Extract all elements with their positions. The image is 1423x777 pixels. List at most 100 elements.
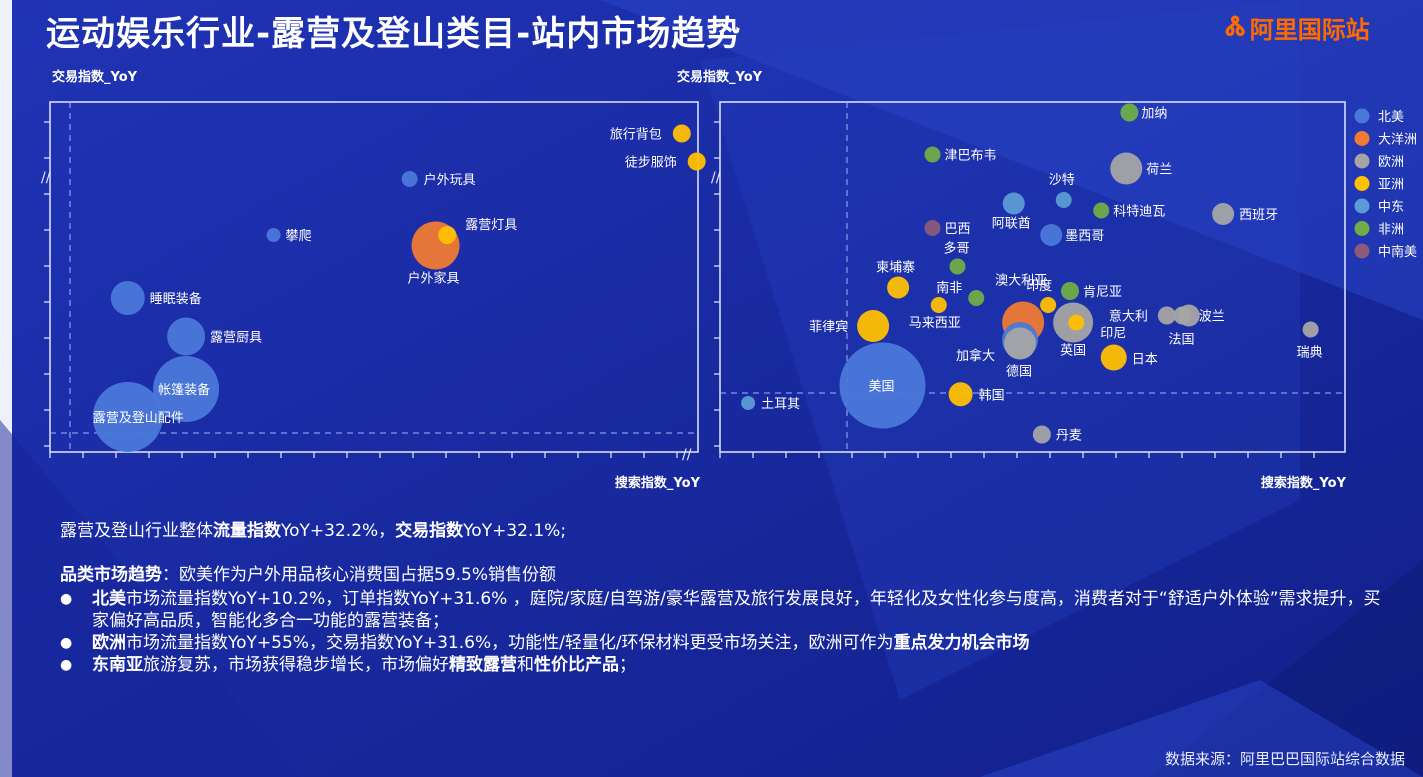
data-label-德国: 德国 <box>1006 365 1032 380</box>
bubble-加纳 <box>1120 103 1139 122</box>
data-label-柬埔寨: 柬埔寨 <box>876 260 915 276</box>
legend-label-北美: 北美 <box>1378 110 1404 125</box>
legend-marker-欧洲 <box>1354 153 1370 169</box>
legend-marker-北美 <box>1354 108 1370 124</box>
x-axis-label: 搜索指数_YoY <box>1261 475 1347 491</box>
bullet3-end: ； <box>619 655 636 675</box>
bubble-沙特 <box>1055 192 1072 208</box>
trend-heading: 品类市场趋势：欧美作为户外用品核心消费国占据59.5%销售份额 <box>60 564 1390 586</box>
legend-marker-中东 <box>1354 198 1370 214</box>
y-axis-label: 交易指数_YoY <box>52 69 138 85</box>
data-label-瑞典: 瑞典 <box>1297 346 1323 361</box>
data-label-荷兰: 荷兰 <box>1146 163 1172 178</box>
charts-area: ////交易指数_YoY搜索指数_YoY旅行背包徒步服饰户外玩具攀爬户外家具露营… <box>41 69 1417 491</box>
bullet2-bold2: 重点发力机会市场 <box>893 633 1030 653</box>
data-label-英国: 英国 <box>1060 344 1086 359</box>
legend-marker-非洲 <box>1354 221 1370 236</box>
bullet3-mid: 和 <box>517 655 534 675</box>
data-label-津巴布韦: 津巴布韦 <box>945 149 997 164</box>
legend-label-亚洲: 亚洲 <box>1378 178 1404 193</box>
data-label-韩国: 韩国 <box>979 388 1005 403</box>
data-label-加纳: 加纳 <box>1141 107 1167 122</box>
data-label-土耳其: 土耳其 <box>761 397 800 412</box>
summary-line: 露营及登山行业整体流量指数YoY+32.2%，交易指数YoY+32.1%; <box>60 520 1390 542</box>
x-axis-label: 搜索指数_YoY <box>615 475 701 491</box>
bubble-墨西哥 <box>1040 224 1063 246</box>
data-label-美国: 美国 <box>869 380 895 395</box>
trend-text: ：欧美作为户外用品核心消费国占据59.5%销售份额 <box>162 565 557 585</box>
legend-label-欧洲: 欧洲 <box>1378 155 1404 170</box>
summary-suffix: YoY+32.1%; <box>463 521 567 541</box>
bubble-徒步服饰 <box>687 152 706 171</box>
bubble-多哥 <box>949 258 966 275</box>
data-label-巴西: 巴西 <box>945 222 971 237</box>
bubble-西班牙 <box>1212 203 1235 225</box>
bubble-帐篷装备 <box>153 356 220 422</box>
data-label-南非: 南非 <box>936 280 962 296</box>
bubble-丹麦 <box>1032 425 1051 444</box>
trend-bold: 品类市场趋势 <box>60 565 162 585</box>
bubble-南非 <box>968 290 985 306</box>
data-label-法国: 法国 <box>1169 333 1195 348</box>
bubble-马来西亚 <box>930 297 947 313</box>
summary-mid: YoY+32.2%， <box>281 521 396 541</box>
bullet-north-america: 北美市场流量指数YoY+10.2%，订单指数YoY+31.6% ，庭院/家庭/自… <box>60 588 1390 632</box>
data-source: 数据来源：阿里巴巴国际站综合数据 <box>1164 750 1405 768</box>
bubble-露营厨具 <box>167 317 206 356</box>
data-label-旅行背包: 旅行背包 <box>610 128 662 143</box>
summary-bold-trade: 交易指数 <box>395 521 464 541</box>
data-label-马来西亚: 马来西亚 <box>909 316 961 331</box>
data-label-加拿大: 加拿大 <box>956 348 995 364</box>
legend-label-非洲: 非洲 <box>1378 223 1404 238</box>
data-label-科特迪瓦: 科特迪瓦 <box>1113 205 1165 220</box>
bubble-露营灯具 <box>438 226 457 244</box>
data-label-印度: 印度 <box>1026 278 1052 294</box>
bubble-意大利 <box>1157 306 1176 325</box>
legend-label-大洋洲: 大洋洲 <box>1378 133 1417 148</box>
data-label-西班牙: 西班牙 <box>1239 208 1278 223</box>
data-label-意大利: 意大利 <box>1109 309 1148 325</box>
bubble-美国 <box>839 342 926 429</box>
trend-bullets: 北美市场流量指数YoY+10.2%，订单指数YoY+31.6% ，庭院/家庭/自… <box>60 588 1390 676</box>
axis-break-y: // <box>41 170 51 186</box>
legend-marker-中南美 <box>1354 243 1370 259</box>
bullet-europe: 欧洲市场流量指数YoY+55%，交易指数YoY+31.6%，功能性/轻量化/环保… <box>60 632 1390 654</box>
bubble-瑞典 <box>1302 321 1319 338</box>
bullet-southeast-asia: 东南亚旅游复苏，市场获得稳步增长，市场偏好精致露营和性价比产品； <box>60 654 1390 676</box>
summary-bold-flow: 流量指数 <box>213 521 281 541</box>
brand-logo: Ꮬ 阿里国际站 <box>1226 10 1370 45</box>
data-label-肯尼亚: 肯尼亚 <box>1083 285 1122 300</box>
bullet1-bold: 北美 <box>92 589 126 609</box>
page-title: 运动娱乐行业-露营及登山类目-站内市场趋势 <box>46 14 742 54</box>
bullet2-bold: 欧洲 <box>92 633 126 653</box>
data-label-睡眠装备: 睡眠装备 <box>150 291 202 307</box>
bubble-荷兰 <box>1110 152 1143 185</box>
data-label-户外家具: 户外家具 <box>408 271 460 287</box>
summary-prefix: 露营及登山行业整体 <box>60 521 213 541</box>
data-label-菲律宾: 菲律宾 <box>809 319 848 335</box>
bubble-旅行背包 <box>672 124 691 143</box>
alibaba-logo-icon: Ꮬ <box>1226 12 1246 42</box>
bubble-阿联酋 <box>1002 192 1025 215</box>
bullet1-text: 市场流量指数YoY+10.2%，订单指数YoY+31.6% ，庭院/家庭/自驾游… <box>92 589 1381 631</box>
brand-name: 阿里国际站 <box>1249 16 1370 44</box>
bubble-土耳其 <box>741 396 756 410</box>
data-label-波兰: 波兰 <box>1199 310 1225 325</box>
data-label-帐篷装备: 帐篷装备 <box>158 382 210 398</box>
bubble-巴西 <box>924 220 941 236</box>
bullet2-text: 市场流量指数YoY+55%，交易指数YoY+31.6%，功能性/轻量化/环保材料… <box>126 633 894 653</box>
bubble-柬埔寨 <box>887 276 910 299</box>
bubble-睡眠装备 <box>110 281 145 315</box>
bubble-印尼 <box>1068 314 1085 331</box>
data-label-澳大利亚: 澳大利亚 <box>995 273 1047 289</box>
legend-marker-大洋洲 <box>1354 131 1370 146</box>
legend-marker-亚洲 <box>1354 176 1370 191</box>
bullet3-bold: 东南亚 <box>92 655 143 675</box>
data-label-日本: 日本 <box>1132 353 1158 368</box>
bubble-韩国 <box>948 382 973 407</box>
data-label-印尼: 印尼 <box>1100 327 1126 342</box>
bullet3-bold2: 精致露营 <box>449 655 517 675</box>
bubble-户外玩具 <box>401 171 418 187</box>
legend-label-中南美: 中南美 <box>1378 244 1417 260</box>
summary-text: 露营及登山行业整体流量指数YoY+32.2%，交易指数YoY+32.1%; 品类… <box>60 520 1390 676</box>
